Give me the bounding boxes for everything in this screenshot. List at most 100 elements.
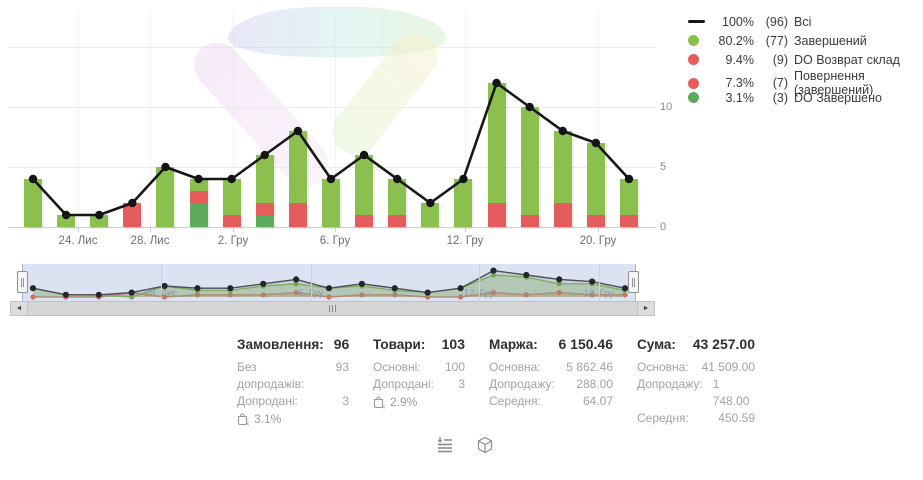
- bar-segment-returns[interactable]: [520, 215, 539, 227]
- navigator-dot: [589, 278, 596, 285]
- stat-title: Маржа:: [489, 337, 538, 352]
- navigator-dot: [29, 285, 37, 292]
- stacked-bar[interactable]: [388, 179, 407, 227]
- stat-value: 96: [333, 336, 350, 352]
- stacked-bar[interactable]: [454, 179, 473, 227]
- stacked-bar[interactable]: [189, 179, 208, 227]
- stacked-bar[interactable]: [222, 179, 241, 227]
- bar-segment-done[interactable]: [388, 179, 407, 215]
- x-tick-label: 2. Гру: [217, 235, 249, 247]
- navigator-dot: [325, 285, 333, 292]
- chart-legend: 100% (96) Всі 80.2% (77) Завершений 9.4% (9) DO …: [688, 12, 923, 107]
- bar-segment-returns[interactable]: [222, 215, 241, 227]
- stacked-bar[interactable]: [123, 203, 142, 227]
- navigator-dot: [326, 294, 332, 300]
- bar-segment-done[interactable]: [288, 131, 307, 203]
- chart-scrollbar[interactable]: ◄ ►: [10, 301, 655, 316]
- bar-segment-returns[interactable]: [123, 203, 142, 227]
- legend-percent: 9.4%: [725, 52, 755, 67]
- legend-count: (77): [765, 33, 788, 48]
- x-tick-mark: [335, 227, 336, 232]
- bar-segment-done[interactable]: [487, 83, 506, 203]
- stacked-bar[interactable]: [90, 215, 109, 227]
- scroll-left-icon[interactable]: ◄: [15, 305, 23, 312]
- stacked-bar[interactable]: [255, 155, 274, 227]
- navigator-gridline: [479, 264, 480, 301]
- stacked-bar[interactable]: [321, 179, 340, 227]
- range-navigator[interactable]: 28. Лис 5. Гру 12. Гру 19. Гру: [22, 264, 636, 301]
- legend-line-icon: [688, 20, 705, 23]
- v-gridline: [78, 12, 79, 227]
- cube-icon[interactable]: [476, 436, 494, 454]
- bar-segment-done[interactable]: [156, 167, 175, 227]
- stacked-bar[interactable]: [421, 203, 440, 227]
- bar-segment-done[interactable]: [321, 179, 340, 227]
- stat-title: Сума:: [637, 337, 676, 352]
- navigator-mini-chart: [29, 267, 629, 300]
- navigator-dot: [523, 271, 530, 279]
- legend-item[interactable]: 9.4% (9) DO Возврат склад: [688, 50, 923, 69]
- bar-segment-done[interactable]: [421, 203, 440, 227]
- bar-segment-returns[interactable]: [355, 215, 374, 227]
- bar-segment-done[interactable]: [553, 131, 572, 203]
- stat-row-label: Допродані:: [373, 377, 434, 391]
- bar-segment-returns[interactable]: [388, 215, 407, 227]
- list-icon[interactable]: [436, 436, 454, 454]
- bar-segment-returns[interactable]: [288, 203, 307, 227]
- bar-segment-returns[interactable]: [619, 215, 638, 227]
- navigator-dot: [293, 276, 300, 283]
- bar-segment-returns[interactable]: [487, 203, 506, 227]
- stacked-bar[interactable]: [156, 167, 175, 227]
- bar-segment-returns[interactable]: [553, 203, 572, 227]
- bar-segment-done[interactable]: [619, 179, 638, 215]
- navigator-gridline: [599, 264, 600, 301]
- stacked-bar[interactable]: [57, 215, 76, 227]
- bar-segment-done[interactable]: [222, 179, 241, 215]
- stat-row-label: Основна:: [637, 360, 689, 374]
- stacked-bar[interactable]: [586, 143, 605, 227]
- navigator-date-label: 19. Гру: [583, 288, 615, 299]
- bar-segment-returns[interactable]: [255, 203, 274, 215]
- stacked-bar[interactable]: [619, 179, 638, 227]
- v-gridline: [150, 12, 151, 227]
- bar-segment-returns[interactable]: [189, 191, 208, 203]
- legend-item[interactable]: 3.1% (3) DO Завершено: [688, 88, 923, 107]
- bar-segment-do_done[interactable]: [255, 215, 274, 227]
- stacked-bar[interactable]: [487, 83, 506, 227]
- bar-segment-done[interactable]: [520, 107, 539, 215]
- svg-text:x: x: [382, 404, 386, 410]
- bar-segment-do_done[interactable]: [189, 203, 208, 227]
- navigator-dot: [260, 280, 267, 287]
- bar-segment-done[interactable]: [454, 179, 473, 227]
- bar-segment-done[interactable]: [57, 215, 76, 227]
- bar-segment-done[interactable]: [586, 143, 605, 215]
- navigator-dot: [358, 280, 365, 287]
- legend-item[interactable]: 7.3% (7) Повернення (завершений): [688, 69, 923, 97]
- bar-segment-done[interactable]: [24, 179, 42, 227]
- navigator-left-handle-icon[interactable]: [17, 271, 28, 293]
- orders-chart: 10 5 0 24. Лис 28. Лис 2. Гру 6. Гру 12. Гру 20…: [0, 0, 690, 252]
- stat-title-row: Маржа: 6 150.46: [489, 336, 613, 352]
- navigator-dot: [424, 289, 431, 296]
- navigator-right-handle-icon[interactable]: [628, 271, 639, 293]
- scrollbar-thumb[interactable]: [27, 302, 638, 315]
- bar-segment-done[interactable]: [90, 215, 109, 227]
- bar-segment-done[interactable]: [189, 179, 208, 191]
- legend-count: (96): [765, 14, 788, 29]
- stacked-bar[interactable]: [355, 155, 374, 227]
- stacked-bar[interactable]: [553, 131, 572, 227]
- bar-segment-returns[interactable]: [586, 215, 605, 227]
- bar-segment-done[interactable]: [255, 155, 274, 203]
- navigator-gridline: [311, 264, 312, 301]
- stacked-bar[interactable]: [24, 179, 42, 227]
- stacked-bar[interactable]: [520, 107, 539, 227]
- stat-column: Маржа: 6 150.46 Основна: 5 862.46 Допродажу:…: [489, 336, 613, 427]
- scroll-right-icon[interactable]: ►: [642, 305, 650, 312]
- stat-row-label: Основні:: [373, 360, 421, 374]
- stacked-bar[interactable]: [288, 131, 307, 227]
- navigator-gridline: [161, 264, 162, 301]
- bar-segment-done[interactable]: [355, 155, 374, 215]
- legend-item[interactable]: 80.2% (77) Завершений: [688, 31, 923, 50]
- legend-item[interactable]: 100% (96) Всі: [688, 12, 923, 31]
